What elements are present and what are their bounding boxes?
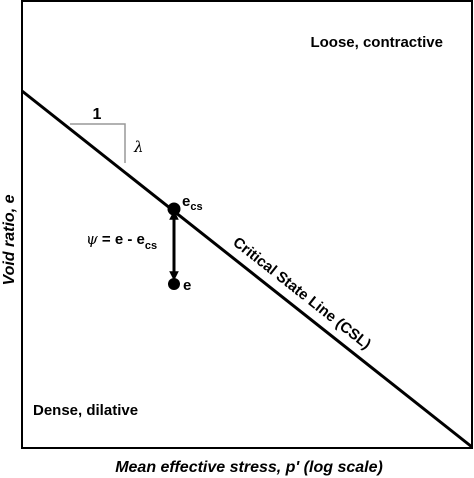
critical-state-line — [21, 89, 473, 449]
slope-lambda-label: λ — [133, 138, 144, 156]
point-e — [168, 278, 180, 290]
slope-triangle — [70, 123, 126, 163]
x-axis-label: Mean effective stress, p' (log scale) — [115, 459, 383, 476]
region-dense-label: Dense, dilative — [33, 402, 138, 419]
csl-label: Critical State Line (CSL) — [230, 234, 375, 353]
plot-frame — [21, 0, 473, 449]
psi-equation: ψ = e - ecs — [86, 230, 157, 252]
point-e-label: e — [183, 277, 191, 294]
point-ecs — [167, 202, 181, 216]
region-loose-label: Loose, contractive — [310, 34, 443, 51]
slope-run-label: 1 — [93, 106, 102, 123]
point-ecs-label: ecs — [182, 193, 203, 213]
y-axis-label: Void ratio, e — [1, 194, 18, 285]
